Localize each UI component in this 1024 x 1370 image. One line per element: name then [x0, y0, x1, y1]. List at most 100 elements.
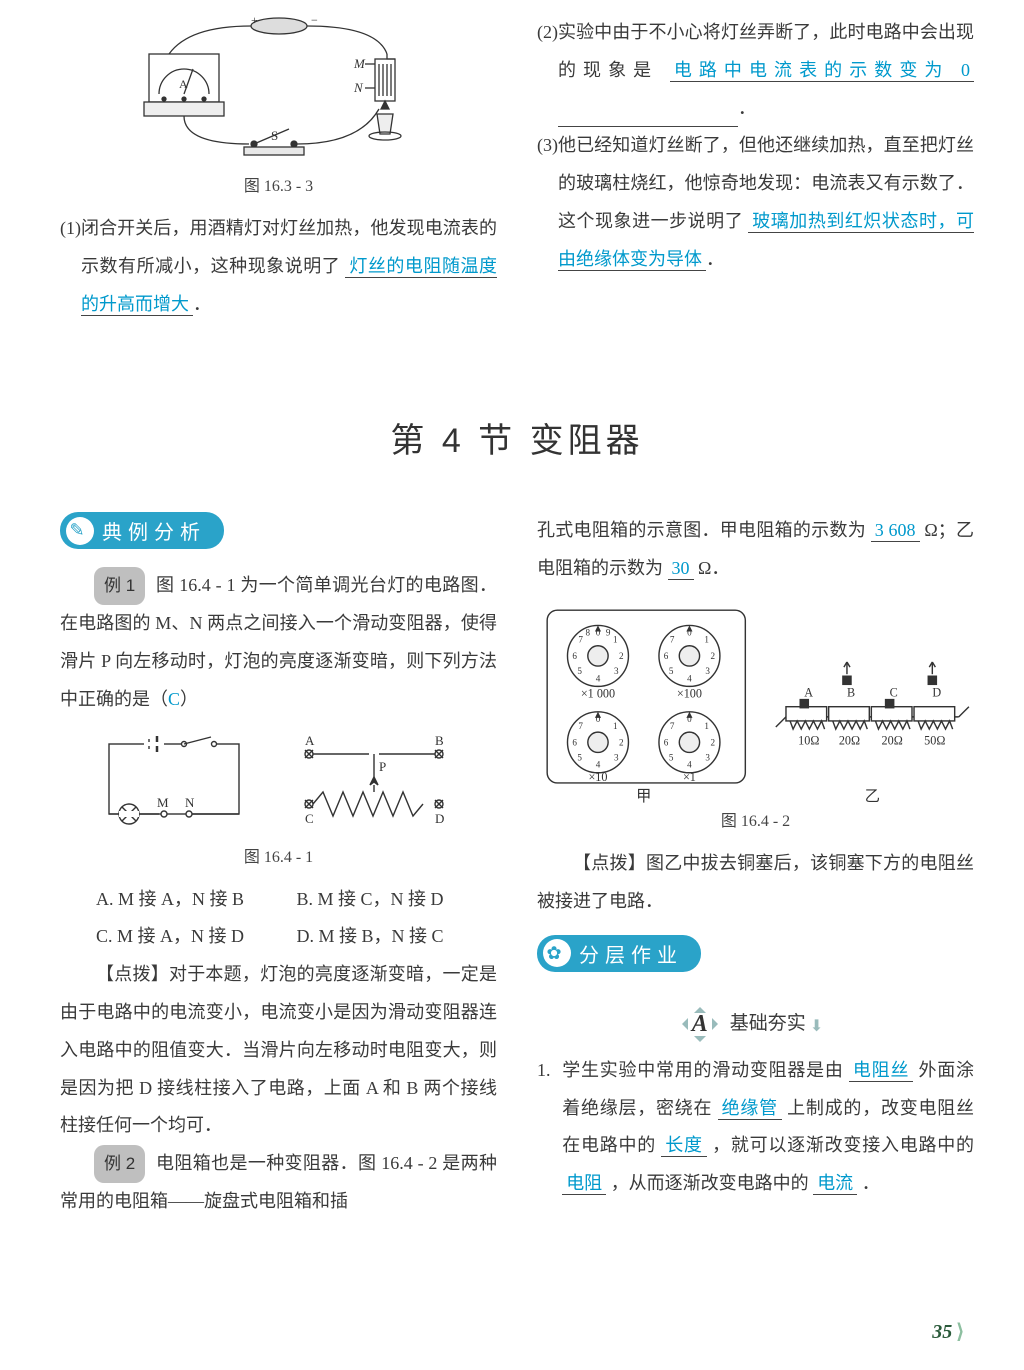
question-3: (3) 他已经知道灯丝断了，但他还继续加热，直至把灯丝的玻璃柱烧红，他惊奇地发现… — [537, 127, 974, 278]
svg-text:2: 2 — [711, 651, 716, 661]
fig-caption-16-4-1: 图 16.4 - 1 — [60, 843, 497, 867]
level-a-header: A 基础夯实 ⬇ — [537, 1008, 974, 1038]
svg-text:C: C — [890, 686, 898, 700]
option-c: C. M 接 A，N 接 D — [96, 918, 297, 956]
hw-q1-f: ． — [862, 1173, 880, 1193]
svg-text:N: N — [353, 80, 364, 95]
example-2-label: 例 2 — [94, 1145, 145, 1183]
resistance-box-diagram: 0123456789 01234567 01234567 01234567 ×1… — [537, 600, 974, 803]
svg-text:B: B — [435, 733, 444, 748]
svg-text:D: D — [932, 686, 941, 700]
svg-text:M: M — [157, 795, 169, 810]
svg-text:1: 1 — [613, 635, 618, 645]
svg-text:×1 000: ×1 000 — [581, 687, 615, 701]
svg-text:0: 0 — [596, 628, 601, 638]
svg-text:7: 7 — [670, 635, 675, 645]
hw-q1-ans3: 长度 — [661, 1135, 707, 1157]
svg-text:×100: ×100 — [677, 687, 702, 701]
top-section: + − A — [60, 14, 974, 323]
svg-text:7: 7 — [578, 635, 583, 645]
lower-right-col: 孔式电阻箱的示意图．甲电阻箱的示数为 3 608 Ω；乙电阻箱的示数为 30 Ω… — [537, 512, 974, 1220]
svg-text:2: 2 — [619, 737, 624, 747]
example-2: 例 2 电阻箱也是一种变阻器．图 16.4 - 2 是两种常用的电阻箱——旋盘式… — [60, 1145, 497, 1221]
question-2: (2) 实验中由于不小心将灯丝弄断了，此时电路中会出现的现象是 电路中电流表的示… — [537, 14, 974, 127]
fig-caption-16-4-2: 图 16.4 - 2 — [537, 807, 974, 831]
svg-text:0: 0 — [687, 714, 692, 724]
svg-text:5: 5 — [577, 666, 582, 676]
svg-text:10Ω: 10Ω — [798, 733, 819, 747]
svg-text:M: M — [353, 56, 366, 71]
page-number: 35⟩ — [932, 1319, 964, 1344]
svg-text:1: 1 — [613, 721, 618, 731]
example-1-label: 例 1 — [94, 567, 145, 605]
layered-homework-badge: ✿ 分层作业 — [537, 935, 701, 972]
tip-1: 【点拨】对于本题，灯泡的亮度逐渐变暗，一定是由于电路中的电流变小，电流变小是因为… — [60, 956, 497, 1145]
option-a: A. M 接 A，N 接 B — [96, 881, 297, 919]
example-1: 例 1 图 16.4 - 1 为一个简单调光台灯的电路图．在电路图的 M、N 两… — [60, 567, 497, 718]
svg-text:6: 6 — [664, 651, 669, 661]
wrench-icon: ✎ — [66, 517, 94, 545]
svg-text:1: 1 — [704, 635, 709, 645]
svg-text:6: 6 — [664, 737, 669, 747]
svg-text:3: 3 — [705, 666, 710, 676]
circuit-diagram-16-4-1: M N A B P C D — [89, 729, 469, 839]
svg-text:8: 8 — [586, 628, 591, 638]
circuit-diagram-16-3-3: + − A — [129, 14, 429, 164]
hw-q1-a: 学生实验中常用的滑动变阻器是由 — [562, 1060, 843, 1080]
section-title: 第 4 节 变阻器 — [60, 413, 974, 462]
top-left-col: + − A — [60, 14, 497, 323]
svg-text:4: 4 — [596, 760, 601, 770]
cont-end: Ω． — [694, 558, 730, 578]
q2-number: (2) — [537, 14, 558, 127]
svg-text:2: 2 — [711, 737, 716, 747]
svg-text:4: 4 — [687, 673, 692, 683]
tree-icon: ✿ — [543, 939, 571, 967]
tip1-label: 【点拨】 — [96, 964, 169, 984]
options-list: A. M 接 A，N 接 BB. M 接 C，N 接 D C. M 接 A，N … — [60, 881, 497, 957]
hw-question-1: 1. 学生实验中常用的滑动变阻器是由 电阻丝 外面涂着绝缘层，密绕在 绝缘管 上… — [537, 1052, 974, 1203]
svg-text:2: 2 — [619, 651, 624, 661]
svg-text:20Ω: 20Ω — [882, 733, 903, 747]
level-text: 基础夯实 — [730, 1013, 806, 1034]
tip-2: 【点拨】图乙中拔去铜塞后，该铜塞下方的电阻丝被接进了电路． — [537, 845, 974, 921]
svg-text:3: 3 — [614, 753, 619, 763]
hw-q1-ans2: 绝缘管 — [718, 1098, 782, 1120]
example-1-answer: C — [168, 689, 180, 709]
top-right-col: (2) 实验中由于不小心将灯丝弄断了，此时电路中会出现的现象是 电路中电流表的示… — [537, 14, 974, 323]
svg-text:9: 9 — [606, 628, 611, 638]
page-deco-icon: ⟩ — [956, 1321, 964, 1343]
svg-text:20Ω: 20Ω — [839, 733, 860, 747]
lower-left-col: ✎ 典例分析 例 1 图 16.4 - 1 为一个简单调光台灯的电路图．在电路图… — [60, 512, 497, 1220]
badge-text: 典例分析 — [102, 516, 206, 545]
example-2-cont: 孔式电阻箱的示意图．甲电阻箱的示数为 3 608 Ω；乙电阻箱的示数为 30 Ω… — [537, 512, 974, 588]
q1-number: (1) — [60, 210, 81, 323]
hw-q1-ans1: 电阻丝 — [849, 1060, 913, 1082]
tip1-text: 对于本题，灯泡的亮度逐渐变暗，一定是由于电路中的电流变小，电流变小是因为滑动变阻… — [60, 964, 497, 1135]
down-arrow-icon: ⬇ — [810, 1018, 823, 1035]
svg-text:A: A — [305, 733, 315, 748]
svg-text:5: 5 — [577, 753, 582, 763]
svg-text:×10: ×10 — [588, 770, 607, 784]
svg-text:B: B — [847, 686, 855, 700]
option-d: D. M 接 B，N 接 C — [297, 918, 498, 956]
fig-caption-16-3-3: 图 16.3 - 3 — [60, 172, 497, 196]
q3-body: 他已经知道灯丝断了，但他还继续加热，直至把灯丝的玻璃柱烧红，他惊奇地发现：电流表… — [558, 127, 974, 278]
cont-ans1: 3 608 — [871, 520, 920, 542]
svg-text:0: 0 — [687, 628, 692, 638]
svg-text:6: 6 — [572, 737, 577, 747]
svg-text:1: 1 — [704, 721, 709, 731]
svg-text:A: A — [804, 686, 813, 700]
svg-text:3: 3 — [705, 753, 710, 763]
tip2-label: 【点拨】 — [573, 853, 646, 873]
hw-q1-ans5: 电流 — [813, 1173, 857, 1195]
svg-text:4: 4 — [596, 673, 601, 683]
jia-label: 甲 — [636, 788, 651, 803]
svg-text:0: 0 — [596, 714, 601, 724]
q1-body: 闭合开关后，用酒精灯对灯丝加热，他发现电流表的示数有所减小，这种现象说明了 灯丝… — [81, 210, 497, 323]
svg-text:50Ω: 50Ω — [924, 733, 945, 747]
yi-label: 乙 — [865, 788, 880, 803]
svg-text:×1: ×1 — [683, 770, 696, 784]
svg-text:−: − — [311, 14, 318, 27]
svg-text:5: 5 — [669, 666, 674, 676]
page-number-text: 35 — [932, 1321, 952, 1343]
